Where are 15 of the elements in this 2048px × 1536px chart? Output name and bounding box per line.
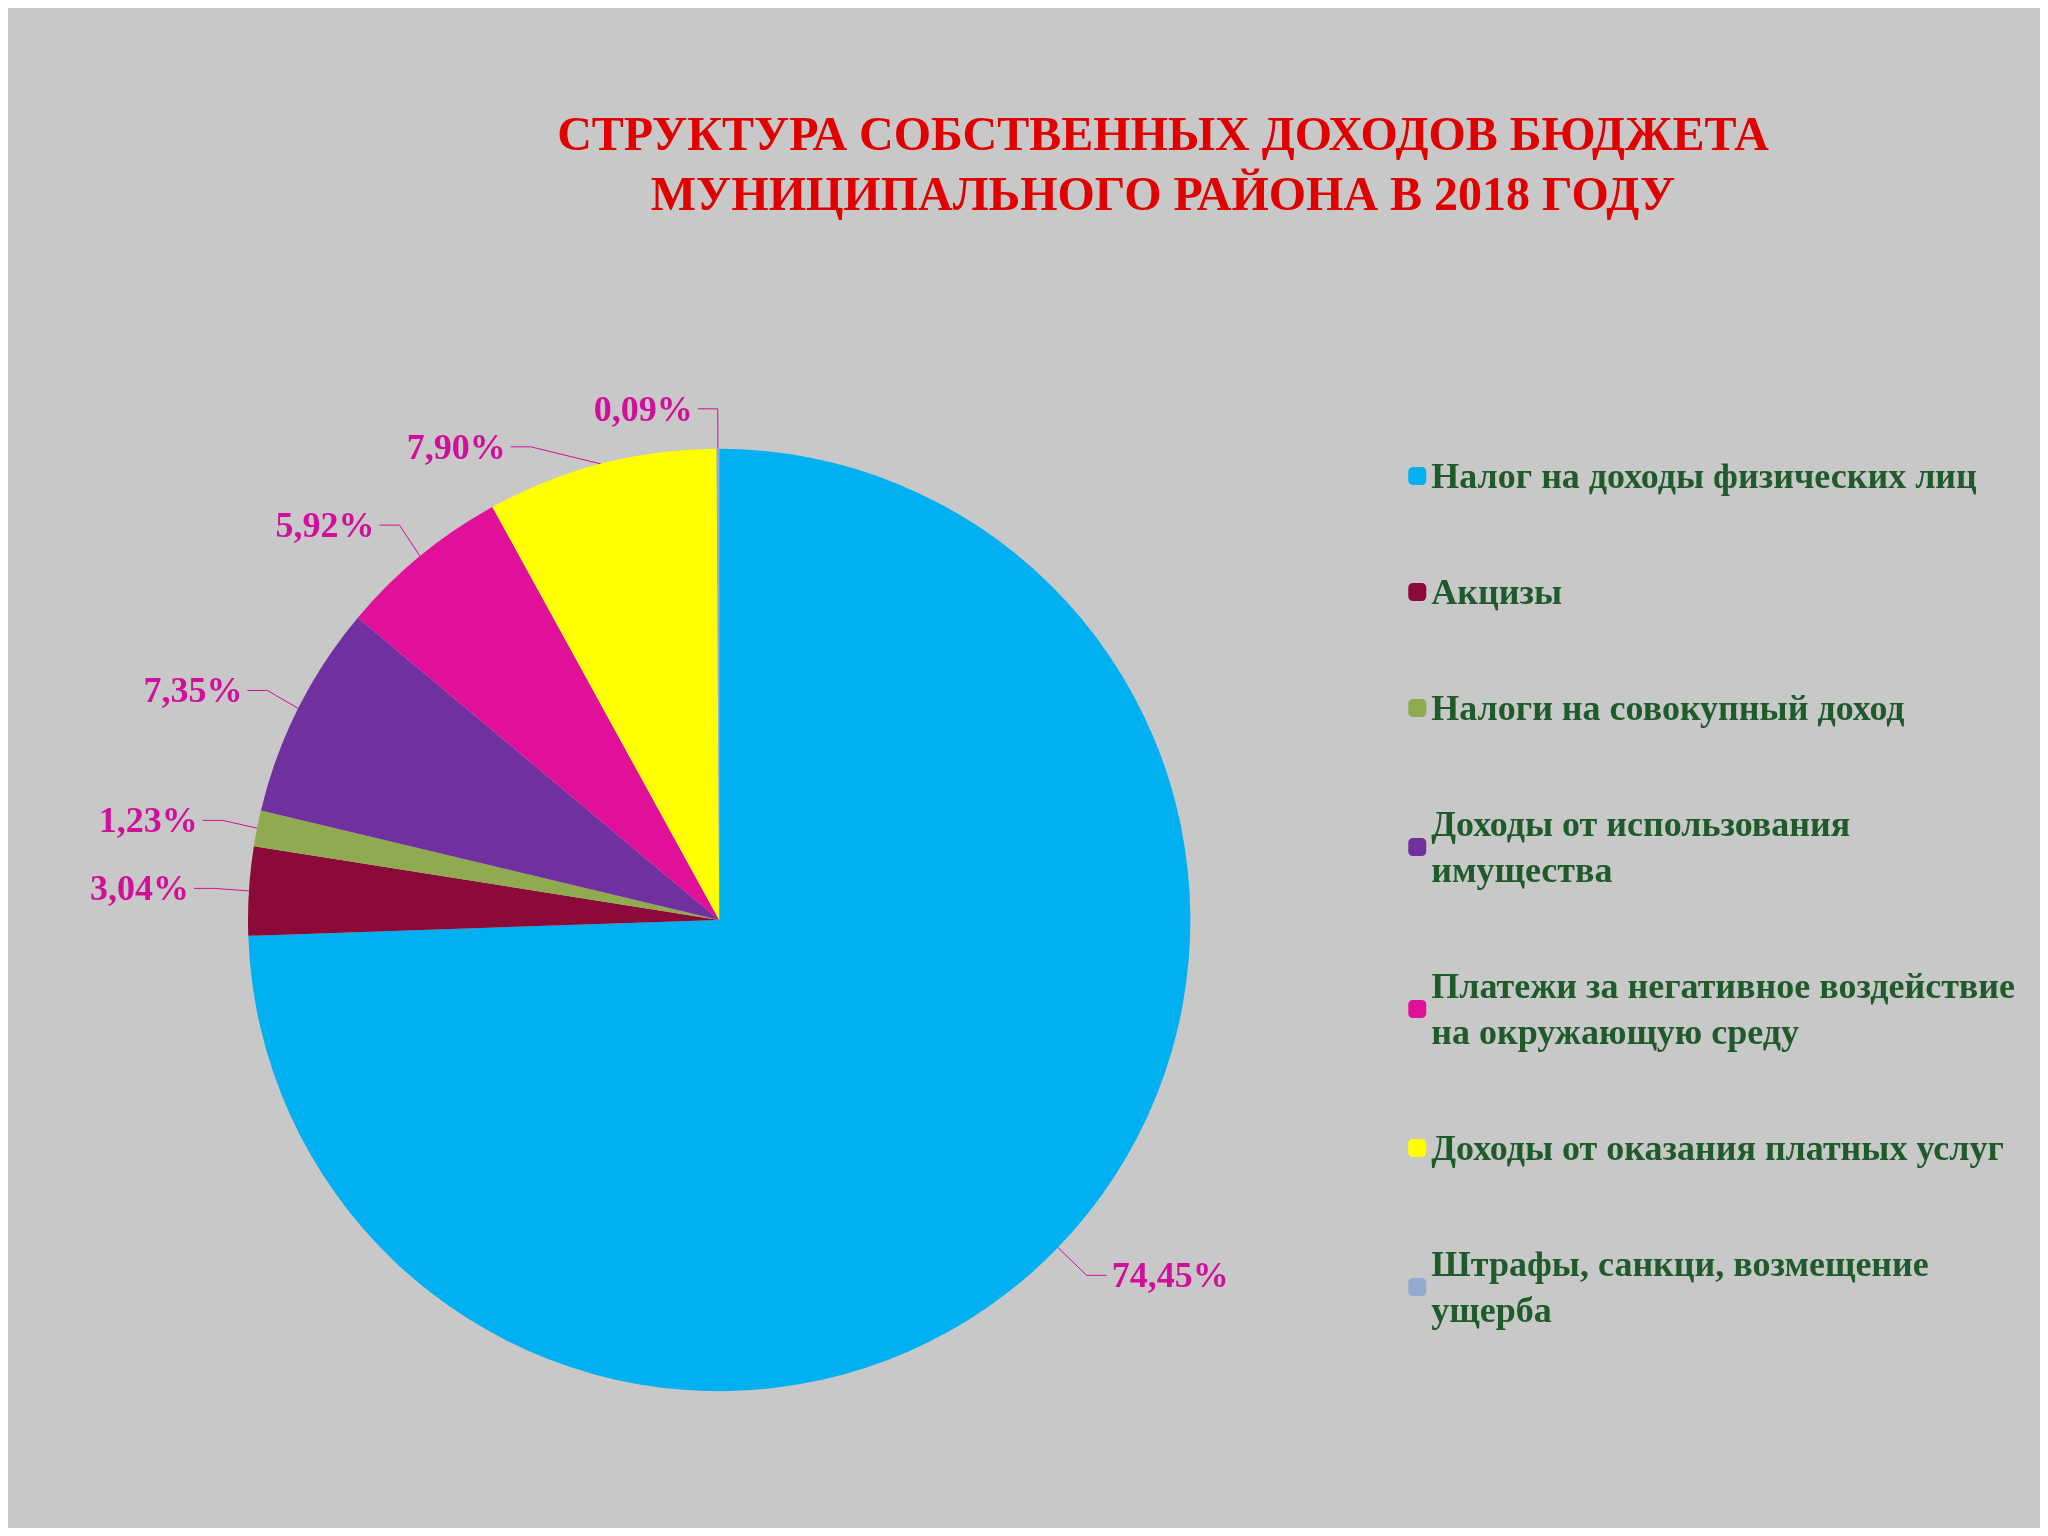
chart-title: СТРУКТУРА СОБСТВЕННЫХ ДОХОДОВ БЮДЖЕТА МУНИЦИПАЛЬНОГО РАЙОНА В 2018 ГОДУ xyxy=(557,106,1770,220)
legend-label: Акцизы xyxy=(1431,572,1563,612)
legend-label: Доходы от оказания платных услуг xyxy=(1431,1128,2004,1168)
data-label: 5,92% xyxy=(275,505,375,546)
legend-label: Платежи за негативное воздействие на окружающую среду xyxy=(1431,966,2016,1052)
data-label: 74,45% xyxy=(1111,1255,1229,1296)
legend-label: Налоги на совокупный доход xyxy=(1431,688,1905,728)
data-label: 0,09% xyxy=(593,388,693,429)
legend-label: Налог на доходы физических лиц xyxy=(1431,456,1978,496)
data-label: 1,23% xyxy=(98,800,198,841)
data-label: 7,90% xyxy=(406,426,506,467)
legend-label: Штрафы, санкци, возмещение ущерба xyxy=(1431,1244,1929,1330)
data-label: 3,04% xyxy=(89,868,189,909)
legend-label: Доходы от использования имущества xyxy=(1431,804,1851,890)
data-label: 7,35% xyxy=(143,670,243,711)
